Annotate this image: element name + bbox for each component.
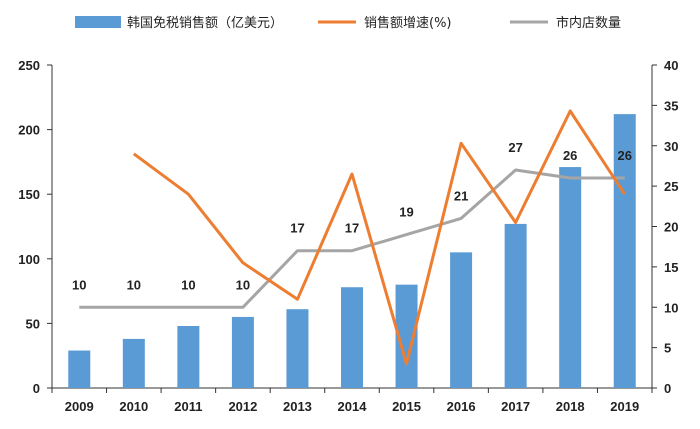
right-tick-label: 5 — [664, 341, 671, 356]
x-tick-label: 2018 — [556, 399, 585, 414]
bar — [450, 252, 473, 388]
legend-growth-text: 销售额增速(%) — [364, 15, 452, 31]
store-count-label: 10 — [236, 277, 250, 292]
bar-series — [68, 114, 636, 388]
store-count-label: 17 — [345, 221, 359, 236]
legend-sales-text: 韩国免税销售额（亿美元） — [127, 15, 283, 31]
right-tick-label: 20 — [664, 220, 678, 235]
right-tick-label: 30 — [664, 139, 678, 154]
store-count-label: 19 — [399, 205, 413, 220]
store-count-label: 21 — [454, 188, 468, 203]
store-count-label: 10 — [127, 277, 141, 292]
left-tick-label: 200 — [18, 123, 40, 138]
x-tick-label: 2013 — [283, 399, 312, 414]
store-count-label: 26 — [563, 148, 577, 163]
right-tick-label: 0 — [664, 381, 671, 396]
store-count-label: 27 — [508, 140, 522, 155]
bar — [341, 287, 363, 388]
store-count-label: 17 — [290, 221, 304, 236]
x-tick-label: 2012 — [228, 399, 257, 414]
legend: 韩国免税销售额（亿美元） 销售额增速(%) 市内店数量 — [75, 15, 621, 31]
line-series — [79, 109, 626, 366]
legend-store-count-text: 市内店数量 — [556, 15, 621, 31]
right-tick-label: 40 — [664, 58, 678, 73]
bar — [231, 316, 254, 388]
right-tick-label: 15 — [664, 260, 678, 275]
left-tick-label: 100 — [18, 252, 40, 267]
store-count-line — [79, 168, 625, 309]
store-count-label: 10 — [72, 277, 86, 292]
left-tick-label: 150 — [18, 187, 40, 202]
x-tick-label: 2010 — [119, 399, 148, 414]
bar — [395, 284, 418, 388]
bar — [504, 223, 527, 388]
left-tick-label: 50 — [26, 316, 40, 331]
right-tick-label: 25 — [664, 179, 678, 194]
store-count-label: 26 — [617, 148, 631, 163]
x-tick-label: 2009 — [65, 399, 94, 414]
right-tick-label: 35 — [664, 98, 678, 113]
x-tick-label: 2016 — [447, 399, 476, 414]
x-tick-label: 2019 — [610, 399, 639, 414]
x-tick-label: 2011 — [174, 399, 202, 414]
bar — [68, 350, 91, 388]
left-tick-label: 0 — [33, 381, 40, 396]
bar — [122, 338, 145, 388]
bar — [613, 114, 636, 388]
x-tick-label: 2015 — [392, 399, 421, 414]
right-tick-label: 10 — [664, 300, 678, 315]
growth-line — [132, 109, 626, 366]
bar — [286, 309, 309, 388]
left-tick-label: 250 — [18, 58, 40, 73]
bar — [177, 325, 200, 388]
x-tick-label: 2017 — [501, 399, 530, 414]
bar — [559, 167, 582, 388]
legend-sales-swatch — [75, 16, 121, 28]
data-labels: 10 10 10 10 17 17 19 21 27 26 26 — [72, 140, 632, 292]
x-tick-label: 2014 — [338, 399, 368, 414]
store-count-label: 10 — [181, 277, 195, 292]
